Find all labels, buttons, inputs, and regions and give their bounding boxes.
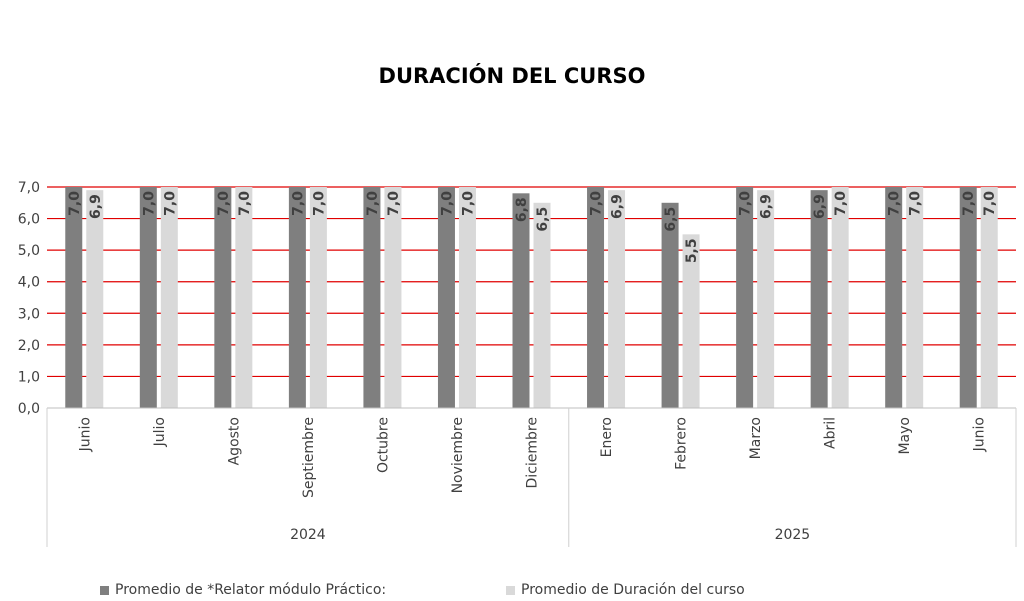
bar-duracion [608,190,626,408]
bar-relator [288,187,306,408]
data-label: 7,0 [290,191,306,216]
y-tick-label: 3,0 [18,306,40,322]
x-tick-label: Septiembre [301,417,317,498]
bar-duracion [906,187,924,408]
y-tick-label: 2,0 [18,338,40,354]
x-tick-label: Abril [823,417,839,449]
chart-title: DURACIÓN DEL CURSO [378,64,646,88]
bar-relator [661,202,679,408]
y-tick-label: 6,0 [18,212,40,228]
data-label: 6,5 [535,207,551,232]
bar-relator [363,187,381,408]
y-tick-label: 5,0 [18,243,40,259]
x-tick-label: Julio [152,417,168,447]
bar-relator [736,187,754,408]
bar-duracion [384,187,402,408]
legend-label-duracion: Promedio de Duración del curso [521,582,745,598]
data-label: 7,0 [961,191,977,216]
data-label: 7,0 [738,191,754,216]
x-tick-label: Diciembre [525,417,541,488]
bar-duracion [757,190,775,408]
group-label: 2024 [290,527,326,543]
data-label: 5,5 [684,238,700,263]
data-label: 7,0 [216,191,232,216]
bar-duracion [458,187,476,408]
bar-relator [810,190,828,408]
data-label: 7,0 [386,191,402,216]
data-label: 7,0 [162,191,178,216]
x-tick-label: Junio [972,417,988,452]
x-tick-label: Mayo [897,417,913,455]
bar-duracion [831,187,849,408]
data-label: 7,0 [365,191,381,216]
bar-duracion [533,202,551,408]
data-label: 6,9 [88,194,104,219]
bar-duracion [160,187,178,408]
group-label: 2025 [775,527,811,543]
x-tick-label: Noviembre [450,417,466,493]
x-tick-label: Enero [599,417,615,457]
data-label: 7,0 [908,191,924,216]
bar-relator [139,187,157,408]
bar-duracion [235,187,253,408]
y-tick-label: 7,0 [18,180,40,196]
bar-relator [437,187,455,408]
data-label: 6,8 [514,197,530,222]
bar-duracion [980,187,998,408]
y-tick-label: 4,0 [18,275,40,291]
x-tick-label: Junio [77,417,93,452]
data-label: 6,9 [610,194,626,219]
legend-item-duracion: Promedio de Duración del curso [506,582,745,598]
bar-duracion [86,190,104,408]
data-label: 7,0 [460,191,476,216]
data-label: 7,0 [311,191,327,216]
legend-item-relator: Promedio de *Relator módulo Práctico: [100,582,386,598]
data-label: 7,0 [439,191,455,216]
bar-relator [214,187,232,408]
x-tick-label: Marzo [748,417,764,459]
data-label: 7,0 [141,191,157,216]
legend-label-relator: Promedio de *Relator módulo Práctico: [115,582,387,598]
data-label: 7,0 [589,191,605,216]
x-tick-label: Octubre [375,417,391,473]
bar-relator [885,187,903,408]
data-label: 7,0 [833,191,849,216]
x-tick-label: Agosto [226,417,242,465]
bar-relator [512,193,530,408]
bar-duracion [682,234,700,408]
data-label: 7,0 [887,191,903,216]
x-tick-label: Febrero [674,417,690,470]
legend-swatch-duracion [506,585,515,595]
legend-swatch-relator [100,585,109,595]
data-label: 7,0 [67,191,83,216]
bar-relator [587,187,605,408]
bar-relator [959,187,977,408]
data-label: 6,5 [663,207,679,232]
bar-relator [65,187,83,408]
bar-duracion [309,187,327,408]
data-label: 7,0 [237,191,253,216]
data-label: 6,9 [759,194,775,219]
data-label: 7,0 [982,191,998,216]
y-tick-label: 0,0 [18,401,40,417]
y-tick-label: 1,0 [18,369,40,385]
data-label: 6,9 [812,194,828,219]
